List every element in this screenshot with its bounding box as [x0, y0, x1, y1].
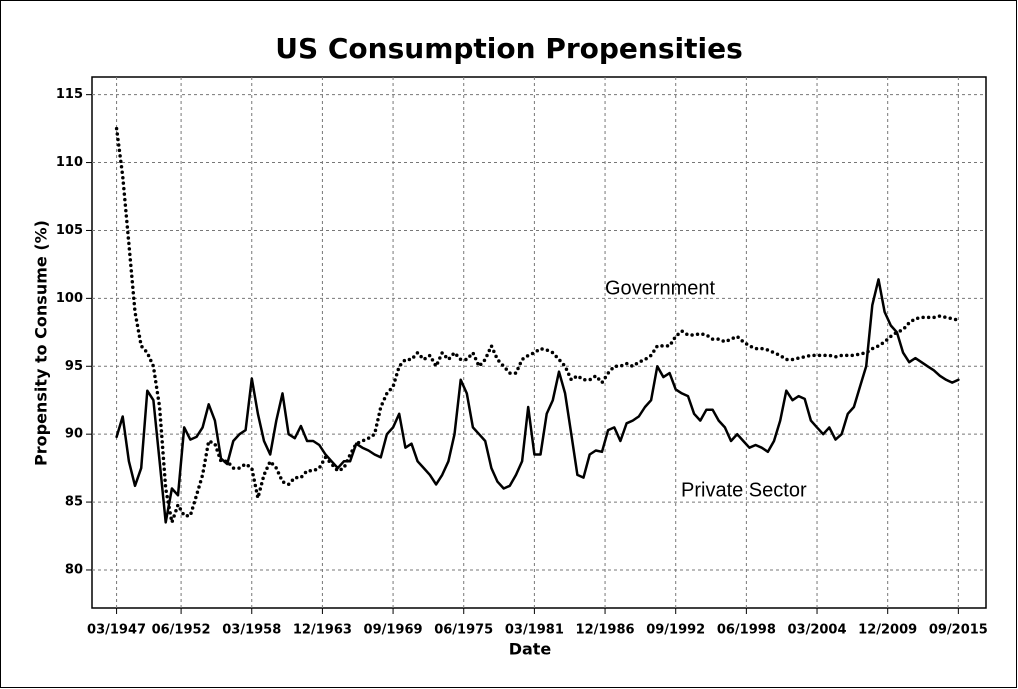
x-tick-label: 03/1958 — [222, 623, 281, 638]
x-tick-label: 03/2004 — [788, 623, 847, 638]
x-tick-label: 03/1947 — [87, 623, 146, 638]
x-tick-label: 06/1998 — [717, 623, 776, 638]
y-tick-label: 80 — [65, 562, 83, 577]
annotation: Government — [605, 277, 715, 299]
x-tick-label: 09/1969 — [364, 623, 423, 638]
x-tick-label: 12/1986 — [576, 623, 635, 638]
annotation: Private Sector — [681, 479, 807, 501]
x-tick-label: 09/2015 — [929, 623, 988, 638]
x-tick-label: 12/1963 — [293, 623, 352, 638]
x-tick-label: 06/1975 — [434, 623, 493, 638]
x-axis-label: Date — [509, 640, 552, 659]
y-tick-label: 115 — [56, 87, 83, 102]
y-tick-label: 100 — [56, 291, 83, 306]
y-tick-label: 85 — [65, 495, 83, 510]
x-tick-label: 03/1981 — [505, 623, 564, 638]
x-tick-label: 12/2009 — [858, 623, 917, 638]
y-axis-label: Propensity to Consume (%) — [32, 220, 51, 466]
x-tick-label: 06/1952 — [152, 623, 211, 638]
series-line — [115, 278, 960, 524]
series-line — [114, 126, 961, 525]
y-tick-label: 105 — [56, 223, 83, 238]
x-tick-label: 09/1992 — [646, 623, 705, 638]
plot-area — [91, 76, 987, 609]
y-tick-label: 95 — [65, 359, 83, 374]
chart-title: US Consumption Propensities — [275, 32, 743, 65]
y-tick-label: 90 — [65, 427, 83, 442]
y-tick-label: 110 — [56, 155, 83, 170]
